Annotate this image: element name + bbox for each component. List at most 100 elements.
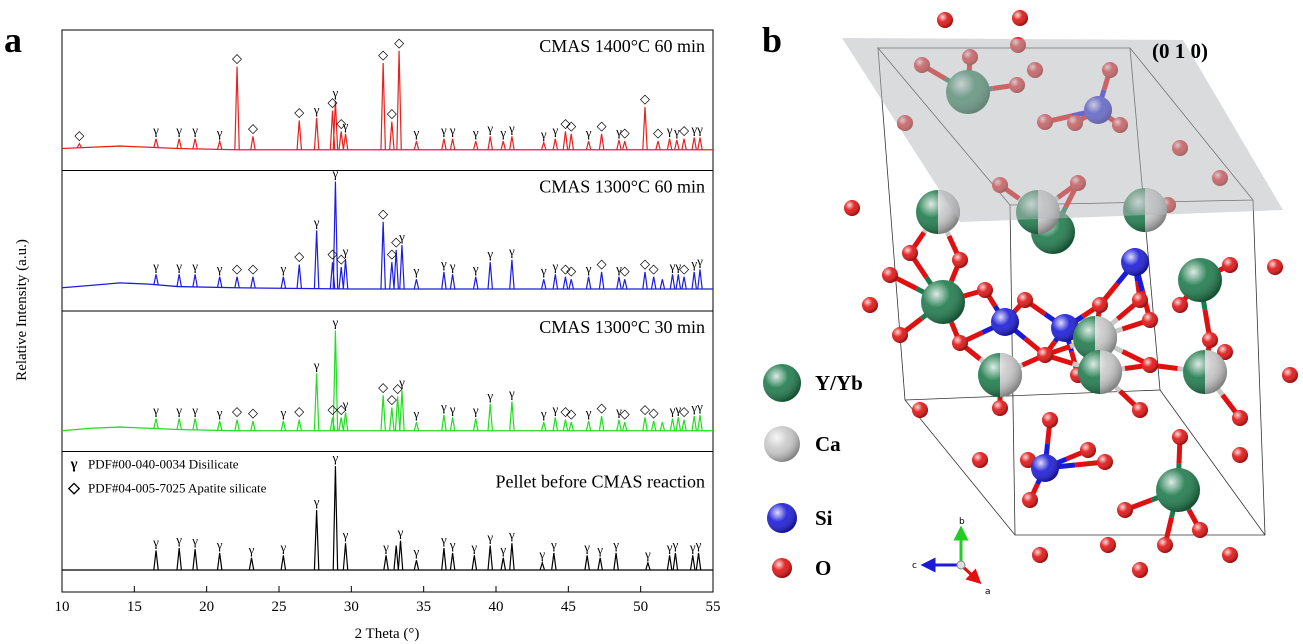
peak xyxy=(216,276,223,288)
peak-marker: ◇ xyxy=(336,115,346,130)
peak xyxy=(500,557,507,571)
atom-shine xyxy=(972,452,988,468)
peak xyxy=(675,417,682,431)
peak-marker: γ xyxy=(279,261,286,276)
peak-marker: ◇ xyxy=(294,104,304,119)
peak-marker: γ xyxy=(472,125,479,140)
peak-marker: ◇ xyxy=(232,51,242,66)
peak xyxy=(697,137,703,150)
peak-marker: ◇ xyxy=(394,35,404,50)
peak-marker: γ xyxy=(499,542,506,557)
x-tick-label: 50 xyxy=(633,599,648,615)
atom-shine xyxy=(1031,454,1059,482)
peak-marker: γ xyxy=(216,261,223,276)
peak-marker: γ xyxy=(332,315,339,330)
atom-shine xyxy=(882,267,898,283)
peak-marker: γ xyxy=(152,258,159,273)
peak-marker: γ xyxy=(508,527,515,542)
peak xyxy=(472,418,479,431)
peak-marker: γ xyxy=(413,263,420,278)
background-line xyxy=(61,145,713,151)
peak xyxy=(509,136,515,150)
peak-marker: γ xyxy=(175,258,182,273)
peak-marker: γ xyxy=(669,403,676,418)
atom-shine xyxy=(952,335,968,351)
peak-marker: ◇ xyxy=(679,261,689,276)
peak xyxy=(597,557,603,571)
peak xyxy=(697,414,703,431)
peak xyxy=(642,106,648,150)
peak xyxy=(487,136,494,150)
atom-shine xyxy=(1132,402,1148,418)
peak xyxy=(192,274,198,288)
peak xyxy=(216,552,223,571)
peak xyxy=(234,419,240,431)
peak-marker: ◇ xyxy=(560,404,570,419)
peak xyxy=(616,419,622,431)
peak-marker: γ xyxy=(596,542,603,557)
legend-label: Y/Yb xyxy=(815,371,863,395)
plane-label: (0 1 0) xyxy=(1152,39,1208,63)
atom-shine xyxy=(1073,316,1117,360)
peak xyxy=(342,543,349,571)
peak xyxy=(313,510,320,571)
peak xyxy=(681,419,687,431)
peak xyxy=(396,50,402,150)
peak-marker: γ xyxy=(216,405,223,420)
peak-marker: ◇ xyxy=(640,401,650,416)
peak xyxy=(280,420,287,431)
peak xyxy=(296,419,303,431)
peak xyxy=(76,142,83,149)
peak-marker: γ xyxy=(674,258,681,273)
peak xyxy=(394,396,401,431)
atom-shine xyxy=(1178,258,1222,302)
peak xyxy=(487,403,494,431)
peak xyxy=(192,418,198,430)
peak xyxy=(642,417,648,431)
peak xyxy=(674,139,680,150)
peak-marker: ◇ xyxy=(597,256,607,271)
peak xyxy=(666,555,673,571)
panel-title: Pellet before CMAS reaction xyxy=(496,472,705,492)
peak xyxy=(655,141,661,150)
peak xyxy=(487,545,494,571)
peak xyxy=(472,276,479,290)
peak-marker: γ xyxy=(472,403,479,418)
peak-marker: γ xyxy=(440,256,447,271)
peak-marker: γ xyxy=(672,537,679,552)
peak xyxy=(540,279,547,290)
panel-title: CMAS 1300°C 60 min xyxy=(539,177,705,197)
peak xyxy=(681,138,687,150)
peak xyxy=(296,264,303,289)
peak-marker: γ xyxy=(673,124,680,139)
peak-marker: ◇ xyxy=(620,406,630,421)
peak xyxy=(250,276,256,289)
legend-atom-shine xyxy=(772,558,792,578)
peak-marker: γ xyxy=(342,244,349,259)
peak-marker: γ xyxy=(248,542,255,557)
peak xyxy=(389,121,395,150)
peak-marker: γ xyxy=(540,263,547,278)
peak xyxy=(509,543,515,571)
peak xyxy=(250,136,256,150)
legend-label: Ca xyxy=(815,432,841,456)
peak xyxy=(598,133,605,150)
legend-atom-shine xyxy=(767,503,797,533)
peak xyxy=(616,139,622,150)
peak xyxy=(552,417,559,431)
peak xyxy=(666,138,673,150)
peak-marker: ◇ xyxy=(248,120,258,135)
atom-shine xyxy=(844,200,860,216)
legend-atom-shine xyxy=(764,426,800,462)
x-tick-label: 40 xyxy=(489,599,504,615)
peak-marker: ◇ xyxy=(387,246,397,261)
peak-marker: γ xyxy=(551,123,558,138)
peak-marker: γ xyxy=(615,261,622,276)
peak xyxy=(691,415,697,431)
peak xyxy=(441,138,447,150)
peak-marker: ◇ xyxy=(248,261,258,276)
peak xyxy=(313,117,320,150)
legend-symbol: γ xyxy=(69,457,77,473)
peak-marker: ◇ xyxy=(597,118,607,133)
peak xyxy=(642,271,648,290)
